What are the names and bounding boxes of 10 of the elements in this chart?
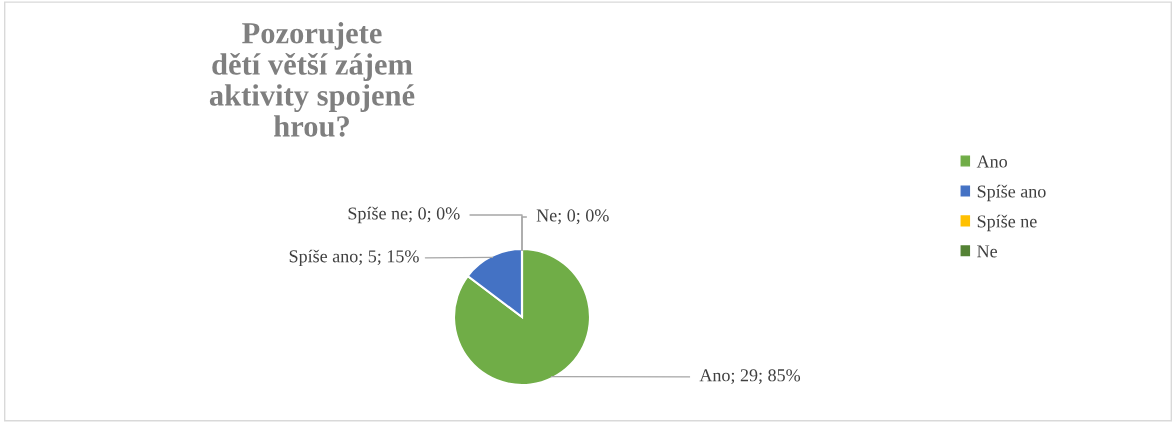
pie-slice	[452, 247, 592, 387]
data-label: Spíše ano; 5; 15%	[289, 249, 419, 267]
text: Spíše ne; 0; 0%	[348, 206, 460, 224]
text: Ne; 0; 0%	[536, 209, 609, 225]
data-label: Ano; 29; 85%	[699, 369, 801, 384]
chart-title: Pozorujete dětí větší zájem aktivity spojené hrou?	[209, 22, 415, 137]
legend-label: Spíše ne	[977, 214, 1037, 232]
legend-label: Spíše ano	[977, 184, 1046, 202]
legend-label: Ano	[976, 155, 1007, 168]
legend-label: Ne	[977, 245, 998, 258]
